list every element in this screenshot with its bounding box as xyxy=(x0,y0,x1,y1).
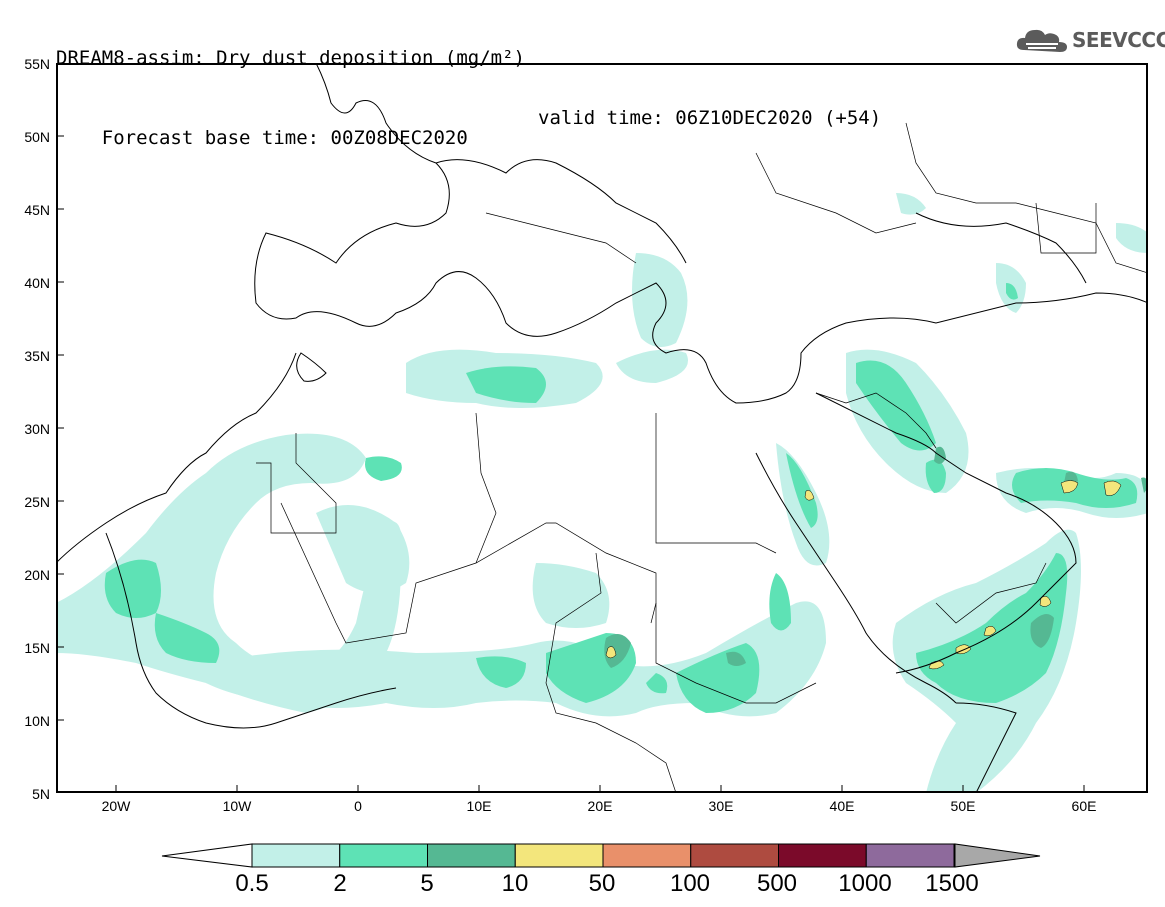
colorbar-swatch xyxy=(602,843,692,868)
lon-label: 20W xyxy=(101,798,131,814)
map-frame xyxy=(56,63,1148,793)
map-canvas xyxy=(56,63,1148,793)
legend-label: 10 xyxy=(501,870,529,897)
valid-time: valid time: 06Z10DEC2020 (+54) xyxy=(538,107,882,129)
colorbar-swatch xyxy=(778,843,867,868)
lat-label: 20N xyxy=(24,567,50,583)
lon-label: 10W xyxy=(222,798,252,814)
coastlines xyxy=(56,63,1148,793)
forecast-base-time: Forecast base time: 00Z08DEC2020 xyxy=(101,127,468,149)
color-bar xyxy=(161,843,1041,868)
dust-field-dark xyxy=(604,446,1148,668)
legend-label: 100 xyxy=(669,870,711,897)
lon-label: 10E xyxy=(466,798,492,814)
lon-label: 30E xyxy=(708,798,734,814)
lat-label: 35N xyxy=(24,348,50,364)
lon-label: 20E xyxy=(587,798,613,814)
lat-label: 50N xyxy=(24,129,50,145)
lat-label: 25N xyxy=(24,494,50,510)
colorbar-swatch xyxy=(427,843,516,868)
lat-label: 15N xyxy=(24,640,50,656)
colorbar-swatch xyxy=(865,843,955,868)
legend-label: 2 xyxy=(333,870,347,897)
colorbar-over-arrow xyxy=(954,843,1041,868)
seevccc-logo: SEEVCCC xyxy=(1016,26,1165,56)
title-block: DREAM8-assim: Dry dust deposition (mg/m²… xyxy=(56,8,881,149)
logo-text: SEEVCCC xyxy=(1072,28,1165,52)
colorbar-swatch xyxy=(251,843,341,868)
lat-label: 5N xyxy=(32,786,50,802)
country-borders xyxy=(256,122,1148,793)
lat-label: 10N xyxy=(24,713,50,729)
legend-label: 5 xyxy=(420,870,434,897)
cloud-icon xyxy=(1016,29,1067,52)
lon-label: 0 xyxy=(354,798,362,814)
colorbar-swatch xyxy=(339,843,428,868)
dust-field-yellow xyxy=(605,480,1122,670)
colorbar-swatch xyxy=(690,843,779,868)
lon-label: 40E xyxy=(829,798,855,814)
lat-label: 45N xyxy=(24,202,50,218)
lat-label: 40N xyxy=(24,275,50,291)
colorbar-swatch xyxy=(514,843,604,868)
legend-label: 500 xyxy=(756,870,798,897)
lat-label: 55N xyxy=(24,56,50,72)
legend-label: 50 xyxy=(588,870,616,897)
legend-label: 1500 xyxy=(925,870,979,897)
colorbar-under-arrow xyxy=(161,843,253,868)
legend-label: 0.5 xyxy=(235,870,269,897)
lat-label: 30N xyxy=(24,421,50,437)
legend-label: 1000 xyxy=(838,870,892,897)
lon-label: 60E xyxy=(1071,798,1097,814)
lon-label: 50E xyxy=(950,798,976,814)
